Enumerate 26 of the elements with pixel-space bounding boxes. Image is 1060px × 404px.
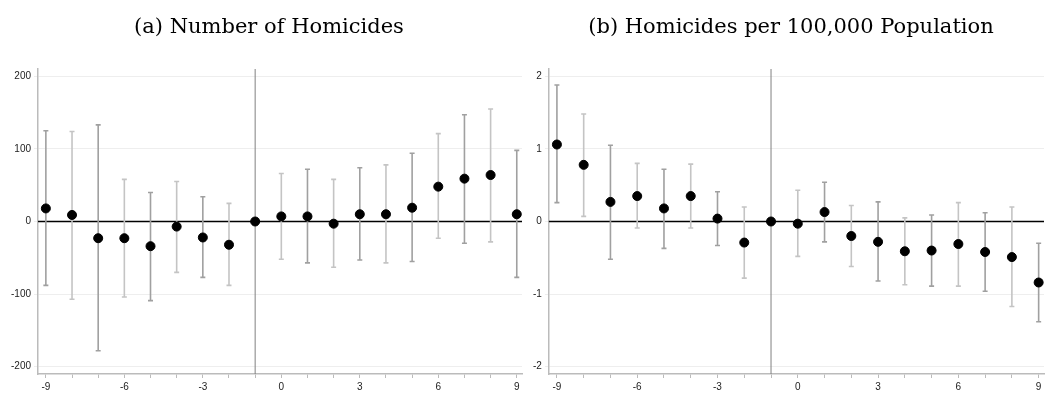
y-tick-label: -1 [532,287,543,299]
x-tick-label: -9 [41,380,51,392]
x-tick-label: -6 [119,380,130,392]
x-tick-label: 9 [1035,380,1042,392]
x-tick-label: 3 [875,380,882,392]
y-tick-label: 100 [14,142,32,154]
y-tick-label: -100 [11,287,32,299]
x-tick-label: 3 [357,380,364,392]
x-tick-label: 9 [513,380,520,392]
y-tick-label: 0 [25,215,32,227]
x-tick-label: -3 [198,380,208,392]
x-tick-label: 6 [955,380,962,392]
y-tick-label: 200 [14,70,32,82]
x-tick-label: 6 [435,380,442,392]
chart-title: (a) Number of Homicides [134,13,404,40]
x-tick-label: -3 [713,380,723,392]
x-tick-label: 0 [795,380,801,392]
x-tick-label: 0 [278,380,285,392]
chart-title: (b) Homicides per 100,000 Population [588,13,994,40]
y-tick-label: 1 [536,142,543,154]
y-tick-label: -200 [11,360,32,372]
y-tick-label: -2 [532,360,543,372]
y-tick-label: 2 [536,70,543,82]
x-tick-label: -9 [552,380,562,392]
y-tick-label: 0 [536,215,543,227]
x-tick-label: -6 [632,380,643,392]
